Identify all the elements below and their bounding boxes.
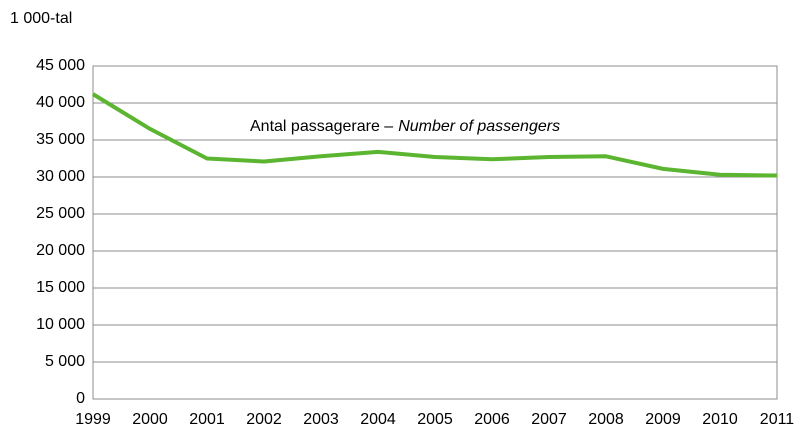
y-tick-label: 10 000 bbox=[36, 316, 85, 333]
line bbox=[91, 92, 778, 178]
x-tick-label: 2007 bbox=[531, 411, 567, 428]
y-tick-label: 0 bbox=[76, 390, 85, 407]
x-tick-label: 2005 bbox=[417, 411, 453, 428]
y-tick-label: 30 000 bbox=[36, 168, 85, 185]
x-tick-label: 2002 bbox=[246, 411, 282, 428]
x-tick-label: 2008 bbox=[588, 411, 624, 428]
annotation-italic: Number of passengers bbox=[398, 118, 560, 135]
x-tick-label: 2006 bbox=[474, 411, 510, 428]
y-tick-label: 45 000 bbox=[36, 57, 85, 74]
x-tick-label: 2001 bbox=[189, 411, 225, 428]
plot-frame bbox=[92, 65, 778, 400]
annotation-text: Antal passagerare – bbox=[250, 118, 393, 135]
annotation: Antal passagerare – Number of passengers bbox=[250, 118, 560, 135]
x-tick-label: 2010 bbox=[702, 411, 738, 428]
y-axis-label: 1 000-tal bbox=[10, 10, 72, 27]
y-tick-label: 5 000 bbox=[45, 353, 85, 370]
x-tick-label: 2011 bbox=[760, 411, 795, 428]
x-tick-label: 1999 bbox=[75, 411, 111, 428]
x-tick-label: 2009 bbox=[645, 411, 681, 428]
x-tick-label: 2000 bbox=[132, 411, 168, 428]
y-tick-label: 25 000 bbox=[36, 205, 85, 222]
x-tick-label: 2004 bbox=[360, 411, 396, 428]
y-tick-label: 15 000 bbox=[36, 279, 85, 296]
y-tick-label: 40 000 bbox=[36, 94, 85, 111]
x-tick-label: 2003 bbox=[303, 411, 339, 428]
y-tick-label: 20 000 bbox=[36, 242, 85, 259]
y-tick-label: 35 000 bbox=[36, 131, 85, 148]
